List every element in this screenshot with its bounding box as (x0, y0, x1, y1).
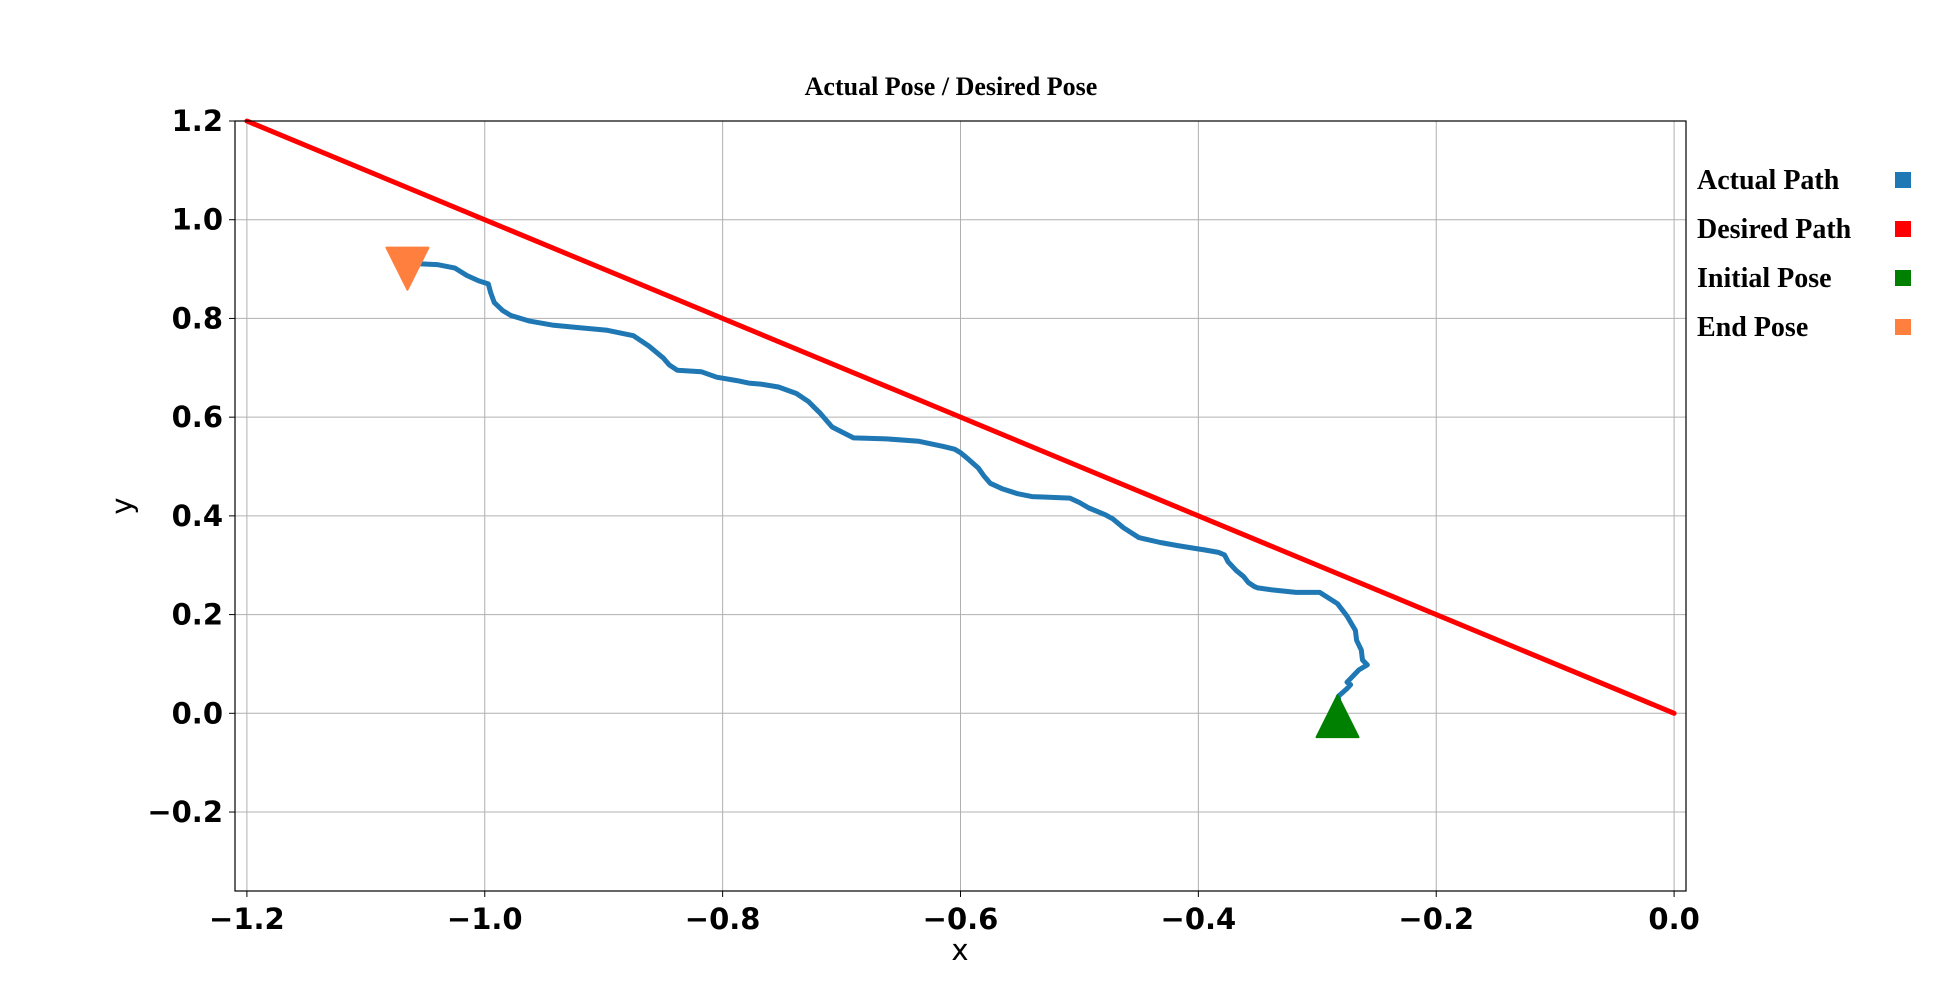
y-axis-label: y (105, 497, 139, 514)
actual-path-line (405, 261, 1370, 719)
grid-lines (235, 120, 1686, 891)
initial-pose-marker (1315, 694, 1360, 739)
legend: Actual Path Desired Path Initial Pose End P… (1697, 165, 1911, 343)
x-tick-label: −1.2 (209, 902, 285, 936)
chart-title: Actual Pose / Desired Pose (805, 72, 1098, 101)
axis-ticks: −1.2 −1.0 −0.8 −0.6 −0.4 −0.2 0.0 −0.2 0.0 0.2 0.4… (147, 104, 1699, 936)
y-tick-label: 0.4 (172, 499, 223, 533)
y-tick-label: −0.2 (147, 795, 223, 829)
legend-swatch-actual-path (1895, 172, 1911, 188)
desired-path-line (244, 118, 1677, 716)
legend-swatch-desired-path (1895, 221, 1911, 237)
end-pose-marker (385, 246, 430, 291)
y-tick-label: 1.0 (172, 203, 223, 237)
legend-swatch-initial-pose (1895, 270, 1911, 286)
legend-label-end-pose: End Pose (1697, 312, 1808, 343)
legend-label-desired-path: Desired Path (1697, 214, 1852, 245)
legend-label-actual-path: Actual Path (1697, 165, 1840, 196)
y-tick-label: 1.2 (172, 104, 223, 138)
x-tick-label: −0.4 (1161, 902, 1237, 936)
y-tick-label: 0.8 (172, 301, 223, 335)
x-tick-label: −0.2 (1398, 902, 1474, 936)
plot-series (244, 118, 1677, 739)
legend-label-initial-pose: Initial Pose (1697, 263, 1832, 294)
x-tick-label: −0.6 (923, 902, 999, 936)
legend-swatch-end-pose (1895, 319, 1911, 335)
x-axis-label: x (951, 933, 968, 967)
x-tick-label: 0.0 (1648, 902, 1699, 936)
y-tick-label: 0.2 (172, 598, 223, 632)
x-tick-label: −1.0 (447, 902, 523, 936)
x-tick-label: −0.8 (685, 902, 761, 936)
y-tick-label: 0.6 (172, 400, 223, 434)
y-tick-label: 0.0 (172, 696, 223, 730)
